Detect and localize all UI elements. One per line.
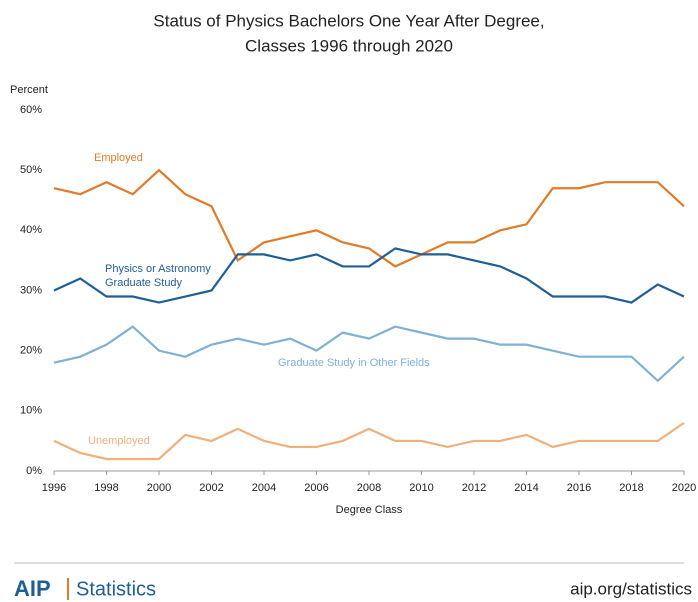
y-tick-label: 10% (20, 405, 42, 417)
x-tick-label: 2008 (357, 482, 381, 494)
chart-title: Status of Physics Bachelors One Year Aft… (153, 11, 544, 30)
series-line (53, 325, 685, 383)
series-label: Graduate Study in Other Fields (278, 357, 430, 369)
x-tick-label: 2012 (462, 482, 486, 494)
x-tick-label: 2014 (514, 482, 538, 494)
x-tick-label: 2006 (304, 482, 328, 494)
chart-title: Classes 1996 through 2020 (245, 36, 453, 55)
footer-url: aip.org/statistics (570, 579, 692, 598)
x-tick-label: 2020 (672, 482, 696, 494)
series-label: Physics or Astronomy Graduate Study (105, 263, 211, 289)
x-tick-label: 2004 (252, 482, 276, 494)
series-line (53, 421, 685, 461)
y-tick-label: 0% (26, 465, 42, 477)
x-tick-label: 1998 (94, 482, 118, 494)
x-tick-label: 2018 (619, 482, 643, 494)
x-tick-label: 1996 (42, 482, 66, 494)
x-tick-label: 2010 (409, 482, 433, 494)
y-tick-label: 60% (20, 104, 42, 116)
series-line (53, 247, 685, 304)
y-axis-label: Percent (10, 84, 48, 96)
footer-divider (67, 578, 69, 600)
y-tick-label: 40% (20, 224, 42, 236)
x-tick-label: 2016 (567, 482, 591, 494)
y-tick-label: 50% (20, 164, 42, 176)
y-tick-label: 20% (20, 345, 42, 357)
y-tick-label: 30% (20, 284, 42, 296)
series-label: Employed (94, 152, 143, 164)
footer-brand: Statistics (76, 578, 156, 600)
x-tick-label: 2000 (147, 482, 171, 494)
x-axis-label: Degree Class (336, 504, 403, 516)
series-label: Unemployed (88, 435, 150, 447)
footer-logo: AIP (14, 576, 51, 601)
x-tick-label: 2002 (199, 482, 223, 494)
series-line (53, 168, 685, 268)
